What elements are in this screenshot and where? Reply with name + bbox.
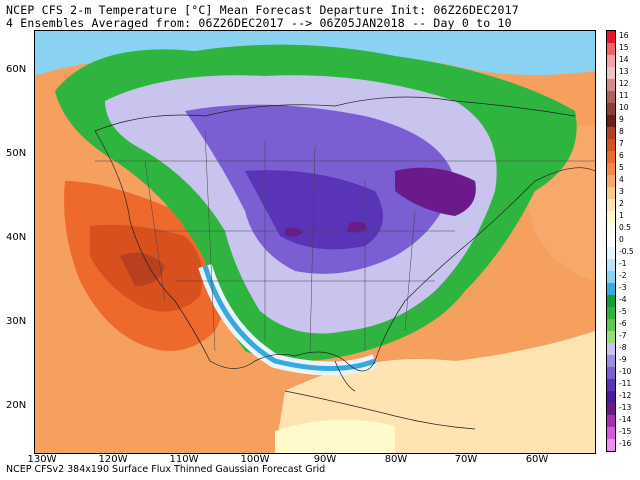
- colorbar-label: 6: [619, 151, 624, 160]
- lat-label-60n: 60N: [6, 64, 27, 75]
- colorbar-swatch: [607, 127, 615, 139]
- warm-max-nevada: [120, 252, 165, 286]
- colorbar-label: -0.5: [619, 247, 634, 256]
- colorbar-swatch: [607, 415, 615, 427]
- colorbar-label: -7: [619, 331, 627, 340]
- colorbar-label: 1: [619, 211, 624, 220]
- colorbar-label: -16: [619, 439, 632, 448]
- colorbar-swatch: [607, 103, 615, 115]
- lat-label-50n: 50N: [6, 148, 27, 159]
- colorbar-swatch: [607, 55, 615, 67]
- colorbar-label: -13: [619, 403, 632, 412]
- colorbar-swatch: [607, 355, 615, 367]
- colorbar-label: 16: [619, 31, 629, 40]
- colorbar-swatch: [607, 319, 615, 331]
- colorbar-swatch: [607, 175, 615, 187]
- colorbar-label: -5: [619, 307, 627, 316]
- colorbar-swatch: [607, 403, 615, 415]
- colorbar-label: 5: [619, 163, 624, 172]
- colorbar-swatch: [607, 235, 615, 247]
- colorbar-swatch: [607, 139, 615, 151]
- colorbar-swatch: [607, 67, 615, 79]
- colorbar-label: -3: [619, 283, 627, 292]
- lat-label-40n: 40N: [6, 232, 27, 243]
- neutral-region-caribbean: [275, 419, 395, 453]
- state-borders: [95, 130, 595, 352]
- colorbar-label: -1: [619, 259, 627, 268]
- colorbar-label: -8: [619, 343, 627, 352]
- colorbar-swatch: [607, 91, 615, 103]
- colorbar-swatch: [607, 307, 615, 319]
- colorbar-swatch: [607, 211, 615, 223]
- colorbar-swatch: [607, 115, 615, 127]
- colorbar-label: -12: [619, 391, 632, 400]
- cold-core-northeast: [395, 167, 476, 216]
- colorbar: [606, 30, 616, 452]
- lon-label-60w: 60W: [525, 454, 549, 465]
- colorbar-label: 3: [619, 187, 624, 196]
- temperature-anomaly-map: [34, 30, 596, 454]
- colorbar-label: -10: [619, 367, 632, 376]
- colorbar-label: 2: [619, 199, 624, 208]
- cold-core-midwest: [347, 221, 367, 233]
- colorbar-swatch: [607, 151, 615, 163]
- lon-label-90w: 90W: [313, 454, 337, 465]
- coastlines: [94, 96, 595, 430]
- colorbar-swatch: [607, 43, 615, 55]
- colorbar-label: 7: [619, 139, 624, 148]
- cold-core-plains: [285, 227, 303, 237]
- colorbar-label: 4: [619, 175, 624, 184]
- colorbar-label: -11: [619, 379, 632, 388]
- footer-grid-info: NCEP CFSv2 384x190 Surface Flux Thinned …: [6, 464, 326, 475]
- colorbar-label: -2: [619, 271, 627, 280]
- cool-transition-line: [202, 265, 376, 371]
- colorbar-swatch: [607, 31, 615, 43]
- colorbar-swatch: [607, 259, 615, 271]
- anomaly-field: [35, 31, 595, 453]
- colorbar-label: 11: [619, 91, 629, 100]
- title-line-1: NCEP CFS 2-m Temperature [°C] Mean Forec…: [6, 3, 519, 17]
- colorbar-swatch: [607, 427, 615, 439]
- colorbar-label: -14: [619, 415, 632, 424]
- lon-label-110w: 110W: [169, 454, 199, 465]
- colorbar-swatch: [607, 271, 615, 283]
- lon-label-80w: 80W: [384, 454, 408, 465]
- lon-label-130w: 130W: [27, 454, 57, 465]
- lon-label-100w: 100W: [240, 454, 270, 465]
- colorbar-swatch: [607, 163, 615, 175]
- colorbar-label: 12: [619, 79, 629, 88]
- colorbar-label: -6: [619, 319, 627, 328]
- colorbar-swatch: [607, 79, 615, 91]
- lon-label-120w: 120W: [98, 454, 128, 465]
- colorbar-label: 13: [619, 67, 629, 76]
- colorbar-swatch: [607, 187, 615, 199]
- colorbar-label: 10: [619, 103, 629, 112]
- colorbar-swatch: [607, 295, 615, 307]
- colorbar-swatch: [607, 439, 615, 451]
- lat-label-20n: 20N: [6, 400, 27, 411]
- colorbar-swatch: [607, 283, 615, 295]
- colorbar-label: 0.5: [619, 223, 631, 232]
- colorbar-label: -9: [619, 355, 627, 364]
- colorbar-label: -4: [619, 295, 627, 304]
- colorbar-label: 14: [619, 55, 629, 64]
- colorbar-swatch: [607, 223, 615, 235]
- colorbar-swatch: [607, 247, 615, 259]
- colorbar-swatch: [607, 199, 615, 211]
- colorbar-swatch: [607, 367, 615, 379]
- colorbar-label: 8: [619, 127, 624, 136]
- colorbar-swatch: [607, 343, 615, 355]
- title-line-2: 4 Ensembles Averaged from: 06Z26DEC2017 …: [6, 16, 512, 30]
- lon-label-70w: 70W: [454, 454, 478, 465]
- colorbar-swatch: [607, 331, 615, 343]
- colorbar-label: 9: [619, 115, 624, 124]
- colorbar-label: 0: [619, 235, 624, 244]
- lat-label-30n: 30N: [6, 316, 27, 327]
- colorbar-swatch: [607, 391, 615, 403]
- colorbar-label: -15: [619, 427, 632, 436]
- colorbar-swatch: [607, 379, 615, 391]
- colorbar-label: 15: [619, 43, 629, 52]
